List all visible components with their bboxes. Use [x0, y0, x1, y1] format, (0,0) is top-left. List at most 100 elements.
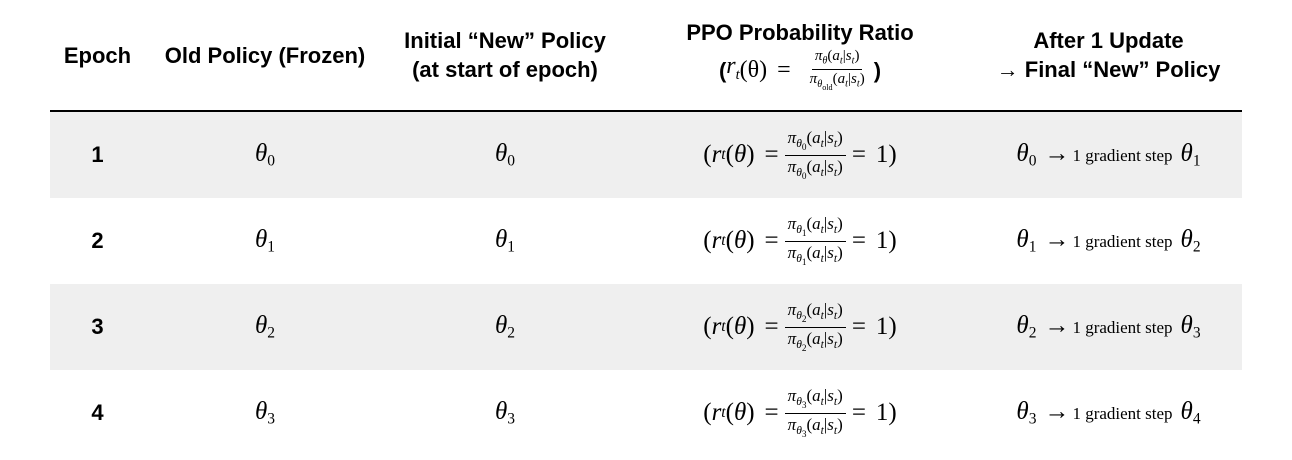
ratio-numerator: πθ2(at|st) — [784, 299, 846, 328]
num-theta-index: 3 — [801, 399, 807, 410]
header-den-old: old — [822, 82, 833, 92]
den-pi: π — [787, 414, 797, 434]
header-ratio-denominator: πθold(at|st) — [809, 71, 865, 92]
num-pi: π — [787, 299, 797, 319]
update-from-theta: θ1 — [1016, 226, 1036, 257]
ratio-equals-2: = — [851, 227, 866, 254]
update-to-theta-symbol: θ — [1180, 311, 1193, 339]
num-theta: θ — [796, 136, 802, 150]
epoch-cell: 2 — [50, 198, 145, 284]
table-row: 4 θ3 θ3 (r t(θ) = πθ3(at|st) πθ3(at|st) = 1) … — [50, 370, 1242, 456]
num-theta: θ — [796, 222, 802, 236]
old-policy-theta-index: 3 — [267, 410, 276, 428]
num-pi: π — [787, 213, 797, 233]
den-theta-index: 0 — [801, 170, 807, 181]
update-formula: θ0 → 1 gradient step θ1 — [1016, 140, 1200, 171]
header-ratio-close-paren: ) — [873, 57, 882, 83]
den-theta-index: 2 — [801, 342, 807, 353]
ratio-equals: = — [764, 399, 779, 426]
table-row: 3 θ2 θ2 (r t(θ) = πθ2(at|st) πθ2(at|st) = 1) … — [50, 284, 1242, 370]
ratio-formula: (r t(θ) = πθ1(at|st) πθ1(at|st) = 1) — [703, 213, 897, 268]
ratio-one: 1) — [875, 227, 897, 254]
ratio-numerator: πθ0(at|st) — [784, 127, 846, 156]
ratio-numerator: πθ3(at|st) — [784, 386, 846, 414]
den-theta: θ — [796, 337, 802, 351]
arrow-icon: → — [1044, 311, 1070, 339]
ratio-denominator: πθ1(at|st) — [787, 242, 843, 267]
update-to-theta: θ1 — [1181, 140, 1201, 171]
update-from-theta-index: 0 — [1028, 152, 1037, 170]
num-theta: θ — [796, 308, 802, 322]
update-from-theta-index: 2 — [1028, 324, 1037, 342]
den-theta: θ — [796, 423, 802, 437]
update-to-theta-index: 3 — [1192, 324, 1201, 342]
gradient-step-label: 1 gradient step — [1072, 231, 1173, 251]
ratio-equals: = — [764, 227, 779, 254]
num-pi: π — [787, 127, 797, 147]
update-to-theta-index: 1 — [1192, 152, 1201, 170]
header-old-policy-label: Old Policy (Frozen) — [164, 42, 366, 68]
den-theta-index: 1 — [801, 256, 807, 267]
header-num-s: s — [845, 47, 852, 64]
ratio-fraction: πθ3(at|st) πθ3(at|st) — [784, 386, 846, 440]
initial-policy-cell: θ3 — [385, 370, 625, 456]
old-policy-cell: θ1 — [145, 198, 385, 284]
update-from-theta: θ2 — [1016, 312, 1036, 343]
epoch-cell: 1 — [50, 112, 145, 198]
header-den-a-sub: t — [845, 78, 848, 90]
initial-policy-theta-index: 2 — [507, 324, 516, 342]
update-from-theta-symbol: θ — [1016, 225, 1029, 253]
initial-policy-theta-index: 1 — [507, 238, 516, 256]
old-policy-cell: θ0 — [145, 112, 385, 198]
initial-policy-cell: θ1 — [385, 198, 625, 284]
old-policy-theta: θ0 — [255, 140, 275, 171]
arrow-icon: → — [1044, 225, 1070, 253]
update-to-theta: θ3 — [1181, 312, 1201, 343]
header-ratio-open-paren: ( — [718, 57, 727, 83]
ratio-cell: (r t(θ) = πθ1(at|st) πθ1(at|st) = 1) — [625, 198, 975, 284]
ratio-fraction: πθ1(at|st) πθ1(at|st) — [784, 213, 846, 268]
num-theta-index: 0 — [801, 141, 807, 152]
header-num-s-sub: t — [851, 55, 855, 67]
old-policy-cell: θ2 — [145, 284, 385, 370]
ratio-one: 1) — [875, 399, 897, 426]
header-num-a: a — [832, 47, 840, 64]
initial-policy-cell: θ2 — [385, 284, 625, 370]
initial-policy-theta: θ1 — [495, 226, 515, 257]
header-initial-line1: Initial “New” Policy — [404, 28, 606, 53]
update-formula: θ1 → 1 gradient step θ2 — [1016, 226, 1200, 257]
epoch-number: 3 — [91, 314, 104, 339]
ratio-equals: = — [764, 141, 779, 168]
initial-policy-theta-symbol: θ — [494, 311, 508, 339]
initial-policy-theta-symbol: θ — [494, 139, 508, 167]
header-old-policy: Old Policy (Frozen) — [145, 0, 385, 110]
header-ratio-r-letter: r — [726, 52, 736, 79]
initial-policy-theta-symbol: θ — [494, 225, 508, 253]
old-policy-theta-symbol: θ — [254, 139, 268, 167]
ratio-formula: (r t(θ) = πθ2(at|st) πθ2(at|st) = 1) — [703, 299, 897, 354]
num-theta: θ — [796, 394, 802, 408]
old-policy-theta: θ2 — [255, 312, 275, 343]
header-initial-line2: (at start of epoch) — [412, 57, 598, 82]
header-after-update: After 1 Update → Final “New” Policy — [975, 0, 1242, 110]
ratio-fraction: πθ2(at|st) πθ2(at|st) — [784, 299, 846, 354]
ratio-equals-2: = — [851, 399, 866, 426]
update-from-theta-index: 1 — [1028, 238, 1037, 256]
header-update-line1: After 1 Update — [1033, 28, 1184, 53]
update-from-theta: θ3 — [1016, 398, 1036, 429]
header-initial-new-policy: Initial “New” Policy (at start of epoch) — [385, 0, 625, 110]
old-policy-theta-symbol: θ — [254, 397, 268, 425]
gradient-step-label: 1 gradient step — [1072, 145, 1173, 165]
den-theta-index: 3 — [801, 428, 807, 439]
ratio-cell: (r t(θ) = πθ3(at|st) πθ3(at|st) = 1) — [625, 370, 975, 456]
header-num-theta: θ — [822, 55, 828, 67]
ratio-equals-2: = — [851, 141, 866, 168]
den-pi: π — [787, 156, 797, 176]
ratio-cell: (r t(θ) = πθ2(at|st) πθ2(at|st) = 1) — [625, 284, 975, 370]
old-policy-theta-symbol: θ — [254, 311, 268, 339]
num-theta-index: 2 — [801, 313, 807, 324]
header-den-s: s — [851, 71, 857, 88]
gradient-step-label: 1 gradient step — [1072, 403, 1173, 423]
update-cell: θ2 → 1 gradient step θ3 — [975, 284, 1242, 370]
epoch-cell: 3 — [50, 284, 145, 370]
